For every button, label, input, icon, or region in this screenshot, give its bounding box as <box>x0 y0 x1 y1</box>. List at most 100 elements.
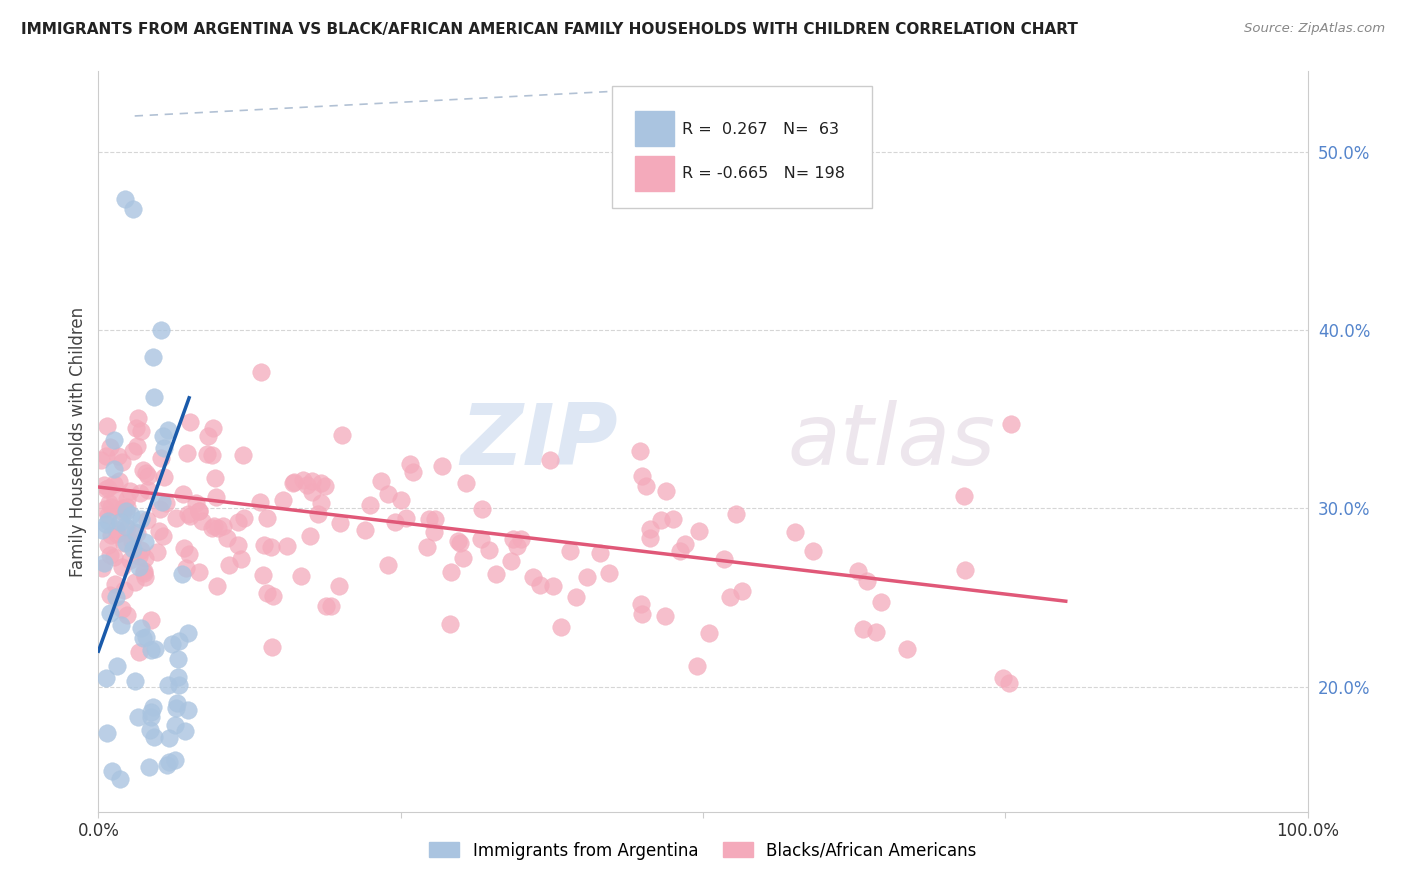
Point <box>100 500 122 514</box>
Point <box>177 703 200 717</box>
Point <box>167 634 190 648</box>
Point <box>1000 417 1022 432</box>
Point <box>543 579 565 593</box>
Point <box>226 515 249 529</box>
Point <box>173 541 195 556</box>
Point <box>132 632 155 646</box>
Point <box>449 536 471 550</box>
FancyBboxPatch shape <box>636 112 673 146</box>
Point <box>299 529 322 543</box>
Point <box>215 531 238 545</box>
Point <box>111 602 134 616</box>
Point <box>276 539 298 553</box>
Point <box>179 415 201 429</box>
Point <box>169 678 191 692</box>
Point <box>160 637 183 651</box>
Point <box>538 453 561 467</box>
Point <box>207 521 229 535</box>
Point <box>187 504 209 518</box>
Point <box>321 599 343 613</box>
Point <box>139 705 162 719</box>
Point <box>93 556 115 570</box>
Point <box>501 553 523 567</box>
Point <box>997 676 1019 690</box>
Point <box>139 613 162 627</box>
Point <box>955 563 977 577</box>
Point <box>134 535 156 549</box>
Point <box>256 511 278 525</box>
Point <box>91 523 114 537</box>
Point <box>128 644 150 658</box>
Point <box>131 511 153 525</box>
Point <box>262 640 284 655</box>
Point <box>631 607 654 621</box>
Point <box>283 475 305 490</box>
Point <box>128 549 150 563</box>
Point <box>699 626 721 640</box>
Point <box>100 764 122 778</box>
Point <box>148 524 170 539</box>
Point <box>233 511 256 525</box>
Point <box>165 701 187 715</box>
Point <box>179 547 201 561</box>
Point <box>108 772 131 787</box>
Point <box>134 551 156 566</box>
Point <box>159 755 181 769</box>
Point <box>686 659 709 673</box>
Point <box>470 532 492 546</box>
Point <box>98 588 121 602</box>
Point <box>174 561 197 575</box>
Point <box>114 583 136 598</box>
Point <box>163 718 186 732</box>
Point <box>231 552 253 566</box>
Point <box>953 489 976 503</box>
Point <box>510 532 533 546</box>
Point <box>121 202 143 216</box>
Point <box>359 498 381 512</box>
Point <box>418 512 440 526</box>
Point <box>118 553 141 567</box>
Point <box>218 558 240 572</box>
Point <box>329 516 352 530</box>
Point <box>638 522 661 536</box>
Point <box>97 508 120 523</box>
Point <box>112 536 135 550</box>
Point <box>112 505 135 519</box>
Point <box>654 609 676 624</box>
Point <box>98 548 121 562</box>
Point <box>129 425 152 439</box>
Point <box>292 473 315 487</box>
Point <box>204 470 226 484</box>
Point <box>655 483 678 498</box>
Point <box>176 445 198 459</box>
Point <box>104 576 127 591</box>
Point <box>177 626 200 640</box>
Point <box>529 577 551 591</box>
Point <box>353 523 375 537</box>
Point <box>718 590 741 604</box>
Point <box>191 514 214 528</box>
Point <box>423 524 446 539</box>
Point <box>256 586 278 600</box>
Point <box>205 490 228 504</box>
Point <box>172 487 194 501</box>
Point <box>260 540 283 554</box>
Point <box>121 535 143 549</box>
Point <box>869 595 891 609</box>
Point <box>142 350 165 364</box>
Point <box>97 496 120 510</box>
Point <box>145 545 167 559</box>
Point <box>115 504 138 518</box>
Point <box>132 566 155 581</box>
Point <box>124 575 146 590</box>
Point <box>115 607 138 622</box>
Point <box>262 589 284 603</box>
Point <box>212 518 235 533</box>
Point <box>201 448 224 462</box>
Point <box>197 429 219 443</box>
Point <box>669 543 692 558</box>
Point <box>91 561 114 575</box>
Point <box>301 484 323 499</box>
Point <box>370 475 392 489</box>
Point <box>314 478 336 492</box>
